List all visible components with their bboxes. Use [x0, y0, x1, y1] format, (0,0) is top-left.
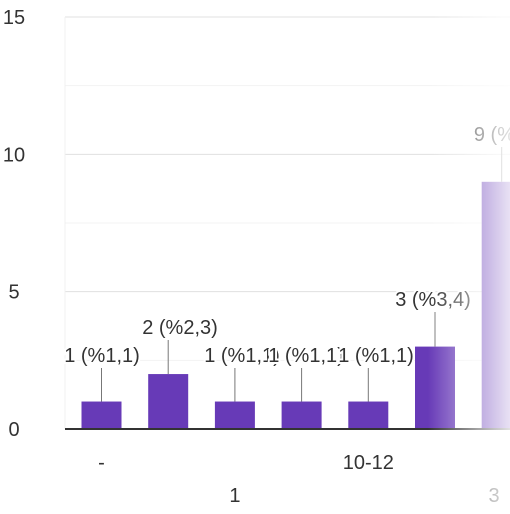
data-label: 1 (%1,1)	[64, 345, 140, 367]
y-tick-label: 15	[3, 7, 25, 29]
y-axis-ticks: 0 5 10 15	[3, 7, 25, 441]
gridlines	[64, 16, 510, 429]
bar	[348, 401, 389, 429]
x-category-label: -	[98, 452, 105, 474]
data-label: 9 (%1	[474, 124, 510, 146]
bar	[148, 374, 189, 429]
data-labels: 1 (%1,1)2 (%2,3)1 (%1,1)1 (%1,1)1 (%1,1)…	[62, 122, 510, 369]
y-tick-label: 10	[3, 144, 25, 166]
y-tick-label: 5	[8, 282, 19, 304]
y-tick-label: 0	[8, 419, 19, 441]
bar	[281, 401, 322, 429]
bar	[214, 401, 255, 429]
x-category-label: 3	[488, 485, 499, 507]
bar	[81, 401, 122, 429]
data-label: 2 (%2,3)	[142, 317, 218, 339]
bar	[415, 346, 455, 429]
x-axis-labels: - 1 10-12 3	[98, 452, 499, 507]
bar	[481, 181, 510, 429]
data-label: 3 (%3,4)	[395, 289, 471, 311]
data-label: 1 (%1,1)	[338, 345, 414, 367]
x-category-label: 10-12	[343, 452, 394, 474]
data-label: 1 (%1,1)	[204, 345, 280, 367]
data-label: 1 (%1,1)	[268, 345, 344, 367]
x-category-label: 1	[229, 485, 240, 507]
